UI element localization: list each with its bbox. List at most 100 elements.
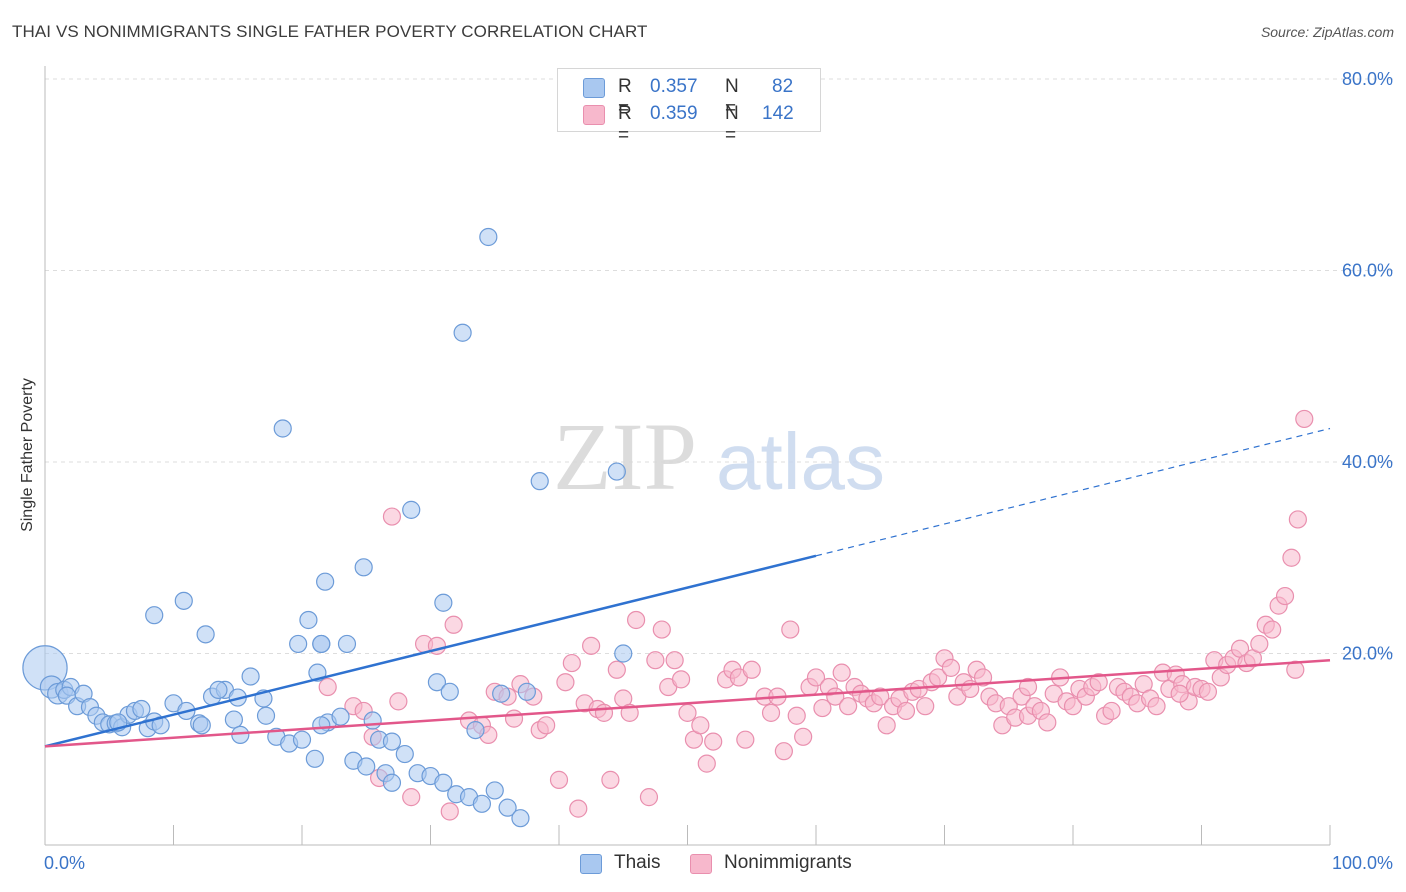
chart-title: THAI VS NONIMMIGRANTS SINGLE FATHER POVE… (12, 22, 648, 41)
nonimmigrants-point (794, 727, 813, 746)
nonimmigrants-point (1275, 586, 1295, 606)
thai-point (273, 419, 292, 438)
nonimmigrants-point (652, 620, 671, 639)
nonimmigrants-r-label: R = (618, 103, 632, 146)
nonimmigrants-point (549, 770, 569, 789)
nonimmigrants-point (440, 802, 459, 821)
thai-point (292, 730, 312, 749)
thai-point (498, 798, 517, 817)
nonimmigrants-point (639, 788, 659, 807)
thai-point (434, 593, 453, 612)
thai-point (363, 711, 382, 730)
nonimmigrants-point (691, 716, 710, 735)
thai-point (312, 716, 331, 735)
y-tick-label: 40.0% (1342, 452, 1393, 472)
nonimmigrants-point (916, 697, 935, 716)
thai-point (174, 591, 193, 610)
nonimmigrants-point (582, 636, 601, 655)
nonimmigrants-point (504, 709, 524, 728)
thai-point (145, 606, 164, 625)
thai-point (312, 634, 331, 654)
nonimmigrants-point (402, 788, 421, 807)
nonimmigrants-point (736, 730, 755, 749)
nonimmigrants-point (761, 703, 781, 722)
thai-point (224, 710, 243, 729)
thai-point (331, 707, 350, 726)
nonimmigrants-point (594, 703, 614, 722)
nonimmigrants-point (941, 658, 961, 677)
nonimmigrants-n-label: N = (725, 103, 739, 146)
thai-point (472, 794, 491, 813)
thai-point (517, 682, 536, 701)
nonimmigrants-point (1198, 682, 1218, 701)
thai-swatch (583, 78, 605, 98)
thai-points (22, 227, 633, 828)
thai-point (382, 732, 402, 751)
thai-point (492, 684, 511, 703)
thai-n-value: 82 (772, 76, 794, 97)
nonimmigrants-point (671, 670, 691, 689)
thai-point (453, 323, 472, 342)
nonimmigrants-point (1102, 701, 1121, 721)
nonimmigrants-point (1282, 548, 1301, 567)
nonimmigrants-point (742, 660, 761, 679)
nonimmigrants-point (1250, 634, 1269, 654)
nonimmigrants-point (781, 620, 800, 639)
nonimmigrants-point (569, 799, 588, 818)
nonimmigrants-point (774, 742, 793, 761)
nonimmigrants-point (318, 677, 337, 697)
thai-point (316, 572, 335, 591)
tick-labels: 80.0% 60.0% 40.0% 20.0% 0.0% 100.0% (44, 69, 1393, 873)
thai-point (614, 644, 633, 663)
thai-point (289, 634, 308, 654)
nonimmigrants-point (896, 701, 916, 721)
thai-point (427, 673, 447, 692)
thai-point (305, 749, 324, 768)
nonimmigrants-point (1018, 677, 1038, 697)
x-tick-label: 100.0% (1332, 853, 1393, 873)
nonimmigrants-point (877, 716, 896, 735)
y-tick-label: 60.0% (1342, 261, 1393, 281)
nonimmigrants-point (646, 651, 665, 670)
nonimmigrants-point (1038, 713, 1057, 732)
thai-trend-line (44, 554, 817, 748)
y-tick-label: 20.0% (1342, 644, 1393, 664)
thai-point (256, 706, 276, 725)
thai-point (440, 682, 459, 701)
watermark: ZIP atlas (553, 403, 885, 510)
nonimmigrants-point (665, 651, 684, 670)
nonimmigrants-point (839, 697, 858, 716)
thai-legend-swatch (580, 854, 602, 874)
thai-point (479, 227, 498, 247)
thai-point (530, 472, 549, 491)
thai-point (299, 610, 318, 630)
watermark-zip: ZIP (553, 403, 697, 510)
nonimmigrants-point (1263, 620, 1282, 639)
gridlines (45, 78, 1393, 654)
thai-r-value: 0.357 (650, 76, 698, 97)
nonimmigrants-point (556, 673, 575, 692)
nonimmigrants-point (444, 615, 463, 634)
nonimmigrants-point (562, 653, 581, 673)
nonimmigrants-point (704, 732, 723, 751)
nonimmigrants-point (537, 716, 556, 735)
thai-point (241, 667, 260, 686)
thai-point (354, 558, 373, 577)
thai-point (511, 809, 530, 828)
watermark-atlas: atlas (716, 417, 885, 506)
nonimmigrants-n-value: 142 (762, 103, 794, 124)
nonimmigrants-point (871, 687, 890, 706)
thai-point (132, 699, 151, 719)
nonimmigrants-point (601, 770, 620, 789)
legend-box: R = 0.357 N = 82 R = 0.359 N = 142 (557, 68, 821, 146)
nonimmigrants-point (1063, 697, 1083, 716)
axes (44, 66, 1331, 846)
y-tick-label: 80.0% (1342, 69, 1393, 89)
nonimmigrants-point (787, 706, 806, 725)
thai-r-label: R = (618, 76, 632, 119)
nonimmigrants-point (1089, 673, 1108, 692)
thai-n-label: N = (725, 76, 739, 119)
nonimmigrants-point (697, 754, 716, 773)
thai-point (607, 462, 626, 481)
